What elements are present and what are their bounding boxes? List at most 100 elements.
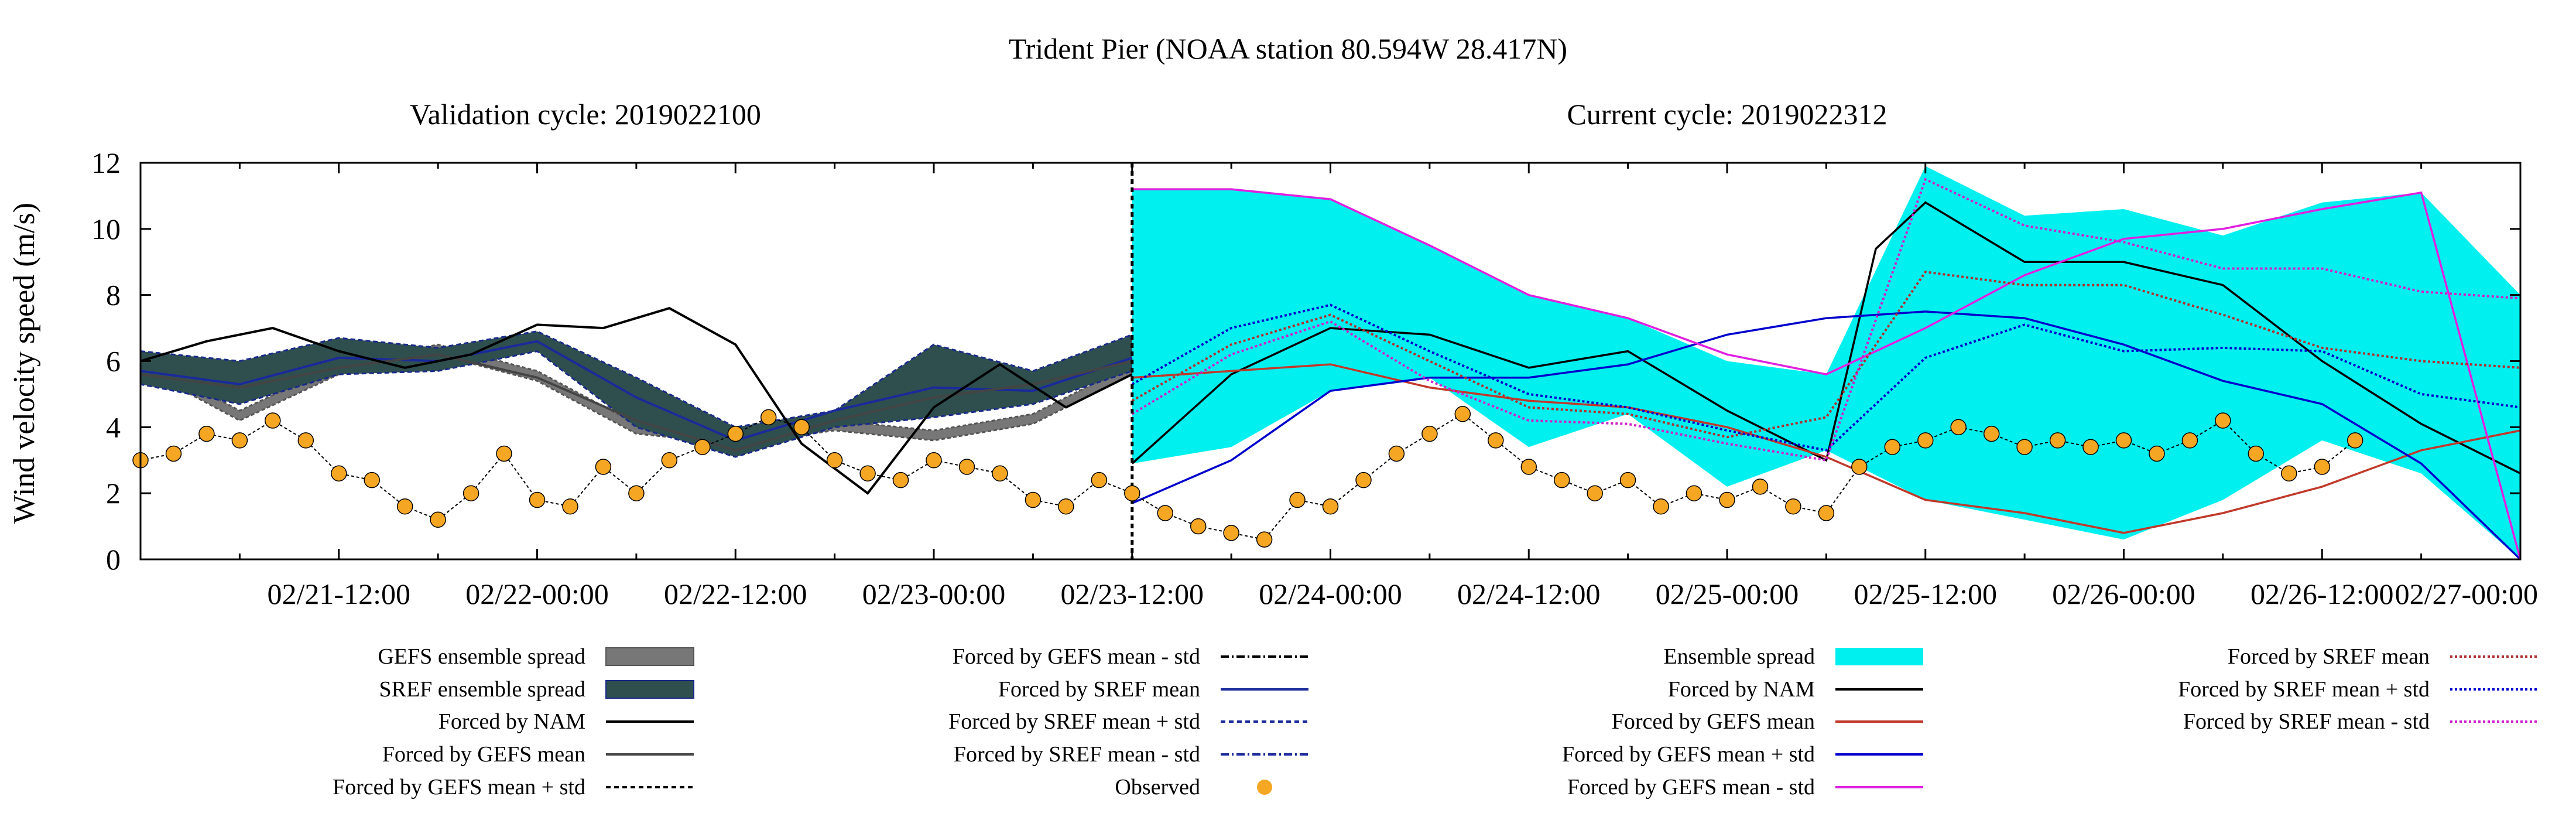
observed-point — [1388, 445, 1405, 462]
legend-label: Forced by GEFS mean — [382, 742, 585, 767]
observed-point — [2082, 439, 2099, 455]
observed-point — [628, 485, 645, 501]
legend-label: Forced by GEFS mean - std — [953, 644, 1200, 669]
x-tick-label: 02/25-12:00 — [1854, 578, 1997, 610]
x-tick-label: 02/21-12:00 — [268, 578, 410, 610]
observed-point — [595, 459, 612, 475]
observed-point — [165, 445, 182, 462]
observed-point — [562, 498, 578, 515]
forecast-line-forced-by-gefs-mean-std — [1132, 188, 2522, 560]
observed-point — [958, 459, 975, 475]
observed-point — [892, 472, 909, 488]
legend-label: Forced by SREF mean - std — [2183, 709, 2430, 734]
subtitle-validation-cycle: Validation cycle: 2019022100 — [410, 98, 761, 131]
legend-label: Forced by GEFS mean - std — [1567, 775, 1815, 800]
observed-point — [396, 498, 413, 515]
observed-point — [1752, 479, 1769, 495]
observed-point — [1983, 425, 2000, 442]
observed-point — [2016, 439, 2033, 455]
observed-point — [265, 412, 281, 429]
x-tick-label: 02/22-00:00 — [465, 578, 608, 610]
forecast-line-forced-by-nam — [1131, 201, 2521, 474]
validation-nam-line — [140, 307, 1133, 495]
observed-point — [463, 485, 479, 501]
observed-point — [2049, 432, 2066, 449]
x-tick-label: 02/26-12:00 — [2250, 578, 2393, 610]
observed-point — [760, 409, 777, 426]
observed-point — [727, 425, 744, 442]
observed-point — [1058, 498, 1074, 515]
observed-point — [1025, 491, 1042, 508]
observed-point — [1520, 459, 1537, 475]
legend-label: Forced by NAM — [439, 709, 585, 734]
observed-point — [2181, 432, 2198, 449]
legend-label: Forced by SREF mean + std — [948, 709, 1200, 734]
observed-point — [1818, 505, 1835, 521]
forecast-line-forced-by-gefs-mean-std — [1132, 310, 2522, 561]
observed-point — [1124, 485, 1140, 501]
observed-point — [2347, 432, 2363, 449]
observed-point — [1190, 518, 1207, 535]
observed-point — [1917, 432, 1934, 449]
y-axis-label: Wind velocity speed (m/s) — [8, 203, 41, 524]
x-tick-label: 02/24-00:00 — [1259, 578, 1402, 610]
observed-point — [793, 419, 810, 436]
observed-point — [1553, 472, 1570, 488]
observed-point — [1289, 491, 1306, 508]
observed-point — [2149, 445, 2165, 462]
observed-point — [1091, 472, 1108, 488]
observed-point — [331, 465, 347, 482]
y-tick-label: 8 — [106, 279, 121, 312]
y-tick-label: 10 — [91, 213, 121, 245]
legend-swatch — [605, 680, 694, 699]
legend-label: Forced by NAM — [1668, 677, 1815, 702]
x-tick-label: 02/23-12:00 — [1061, 578, 1204, 610]
legend-label: Forced by SREF mean — [2228, 644, 2430, 669]
observed-point — [926, 452, 942, 469]
observed-point — [430, 511, 446, 528]
legend-label: Observed — [1115, 775, 1200, 800]
observed-point — [364, 472, 380, 488]
x-tick-label: 02/22-12:00 — [664, 578, 807, 610]
observed-point — [1719, 491, 1735, 508]
observed-point — [2215, 412, 2231, 429]
observed-point — [1355, 472, 1372, 488]
observed-point — [1322, 498, 1339, 515]
observed-point — [1686, 485, 1703, 501]
legend-label: Forced by SREF mean — [998, 677, 1200, 702]
x-tick-label: 02/25-00:00 — [1656, 578, 1799, 610]
observed-point — [1884, 439, 1901, 455]
observed-point — [2115, 432, 2132, 449]
legend-label: Forced by GEFS mean — [1612, 709, 1815, 734]
observed-point — [694, 439, 711, 455]
legend-swatch — [605, 647, 694, 666]
legend-label: GEFS ensemble spread — [378, 644, 585, 669]
y-tick-label: 0 — [106, 543, 121, 576]
observed-point — [2281, 465, 2297, 482]
observed-point — [2248, 445, 2265, 462]
legend-label: Forced by GEFS mean + std — [1562, 742, 1815, 767]
observed-point — [661, 452, 678, 469]
observed-point — [529, 491, 546, 508]
axes: 0 2 4 6 8 10 12 02/21-12:00 02/22-00:00 02/22-12:… — [91, 146, 2538, 610]
validation-sref-mean-line — [140, 340, 1133, 442]
observed-point — [1785, 498, 1801, 515]
chart-title: Trident Pier (NOAA station 80.594W 28.41… — [1009, 32, 1567, 65]
observed-point — [1223, 525, 1239, 541]
legend-swatch — [1835, 648, 1923, 665]
observed-point — [1619, 472, 1636, 488]
observed-point — [1421, 425, 1438, 442]
observed-point — [1950, 419, 1967, 436]
observed-point — [992, 465, 1008, 482]
legend-label: Forced by SREF mean + std — [2178, 677, 2430, 702]
legend-label: SREF ensemble spread — [379, 677, 585, 702]
observed-point — [231, 432, 248, 449]
legend-label: Forced by GEFS mean + std — [333, 775, 585, 800]
forecast-line-forced-by-sref-mean — [1131, 271, 2521, 439]
legend-label: Forced by SREF mean - std — [954, 742, 1200, 767]
x-tick-label: 02/23-00:00 — [862, 578, 1005, 610]
y-tick-label: 4 — [106, 411, 121, 443]
observed-point — [1454, 406, 1471, 422]
observed-point — [1488, 432, 1504, 449]
